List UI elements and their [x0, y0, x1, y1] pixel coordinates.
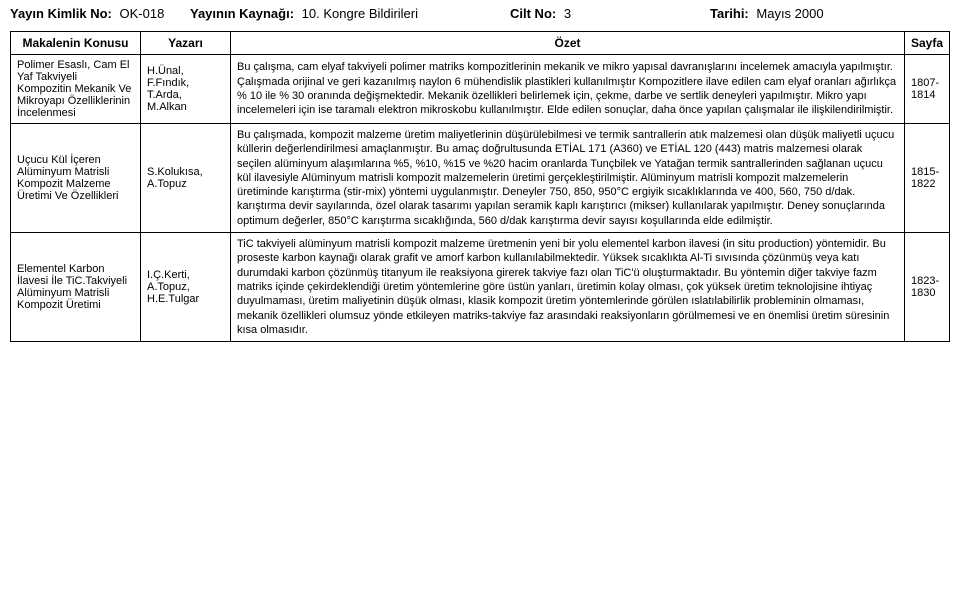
date-label: Tarihi:: [710, 6, 749, 21]
cell-author: I.Ç.Kerti, A.Topuz, H.E.Tulgar: [141, 233, 231, 342]
cell-topic: Uçucu Kül İçeren Alüminyum Matrisli Komp…: [11, 124, 141, 233]
col-topic: Makalenin Konusu: [11, 32, 141, 55]
volume: Cilt No: 3: [510, 6, 710, 21]
table-row: Uçucu Kül İçeren Alüminyum Matrisli Komp…: [11, 124, 950, 233]
table-row: Elementel Karbon İlavesi İle TiC.Takviye…: [11, 233, 950, 342]
cell-topic: Elementel Karbon İlavesi İle TiC.Takviye…: [11, 233, 141, 342]
volume-value: 3: [564, 6, 571, 21]
cell-author: S.Kolukısa, A.Topuz: [141, 124, 231, 233]
cell-abstract: Bu çalışmada, kompozit malzeme üretim ma…: [231, 124, 905, 233]
source: Yayının Kaynağı: 10. Kongre Bildirileri: [190, 6, 510, 21]
cell-abstract: TiC takviyeli alüminyum matrisli kompozi…: [231, 233, 905, 342]
cell-topic: Polimer Esaslı, Cam El Yaf Takviyeli Kom…: [11, 55, 141, 124]
volume-label: Cilt No:: [510, 6, 556, 21]
pub-id: Yayın Kimlik No: OK-018: [10, 6, 190, 21]
table-header-row: Makalenin Konusu Yazarı Özet Sayfa: [11, 32, 950, 55]
pub-id-label: Yayın Kimlik No:: [10, 6, 112, 21]
date: Tarihi: Mayıs 2000: [710, 6, 950, 21]
articles-table: Makalenin Konusu Yazarı Özet Sayfa Polim…: [10, 31, 950, 342]
source-label: Yayının Kaynağı:: [190, 6, 294, 21]
col-abstract: Özet: [231, 32, 905, 55]
cell-author: H.Ünal, F.Fındık, T.Arda, M.Alkan: [141, 55, 231, 124]
table-row: Polimer Esaslı, Cam El Yaf Takviyeli Kom…: [11, 55, 950, 124]
source-value: 10. Kongre Bildirileri: [302, 6, 418, 21]
col-author: Yazarı: [141, 32, 231, 55]
cell-abstract: Bu çalışma, cam elyaf takviyeli polimer …: [231, 55, 905, 124]
document-header: Yayın Kimlik No: OK-018 Yayının Kaynağı:…: [10, 6, 950, 21]
col-page: Sayfa: [905, 32, 950, 55]
pub-id-value: OK-018: [120, 6, 165, 21]
cell-page: 1807-1814: [905, 55, 950, 124]
date-value: Mayıs 2000: [756, 6, 823, 21]
cell-page: 1815-1822: [905, 124, 950, 233]
cell-page: 1823-1830: [905, 233, 950, 342]
